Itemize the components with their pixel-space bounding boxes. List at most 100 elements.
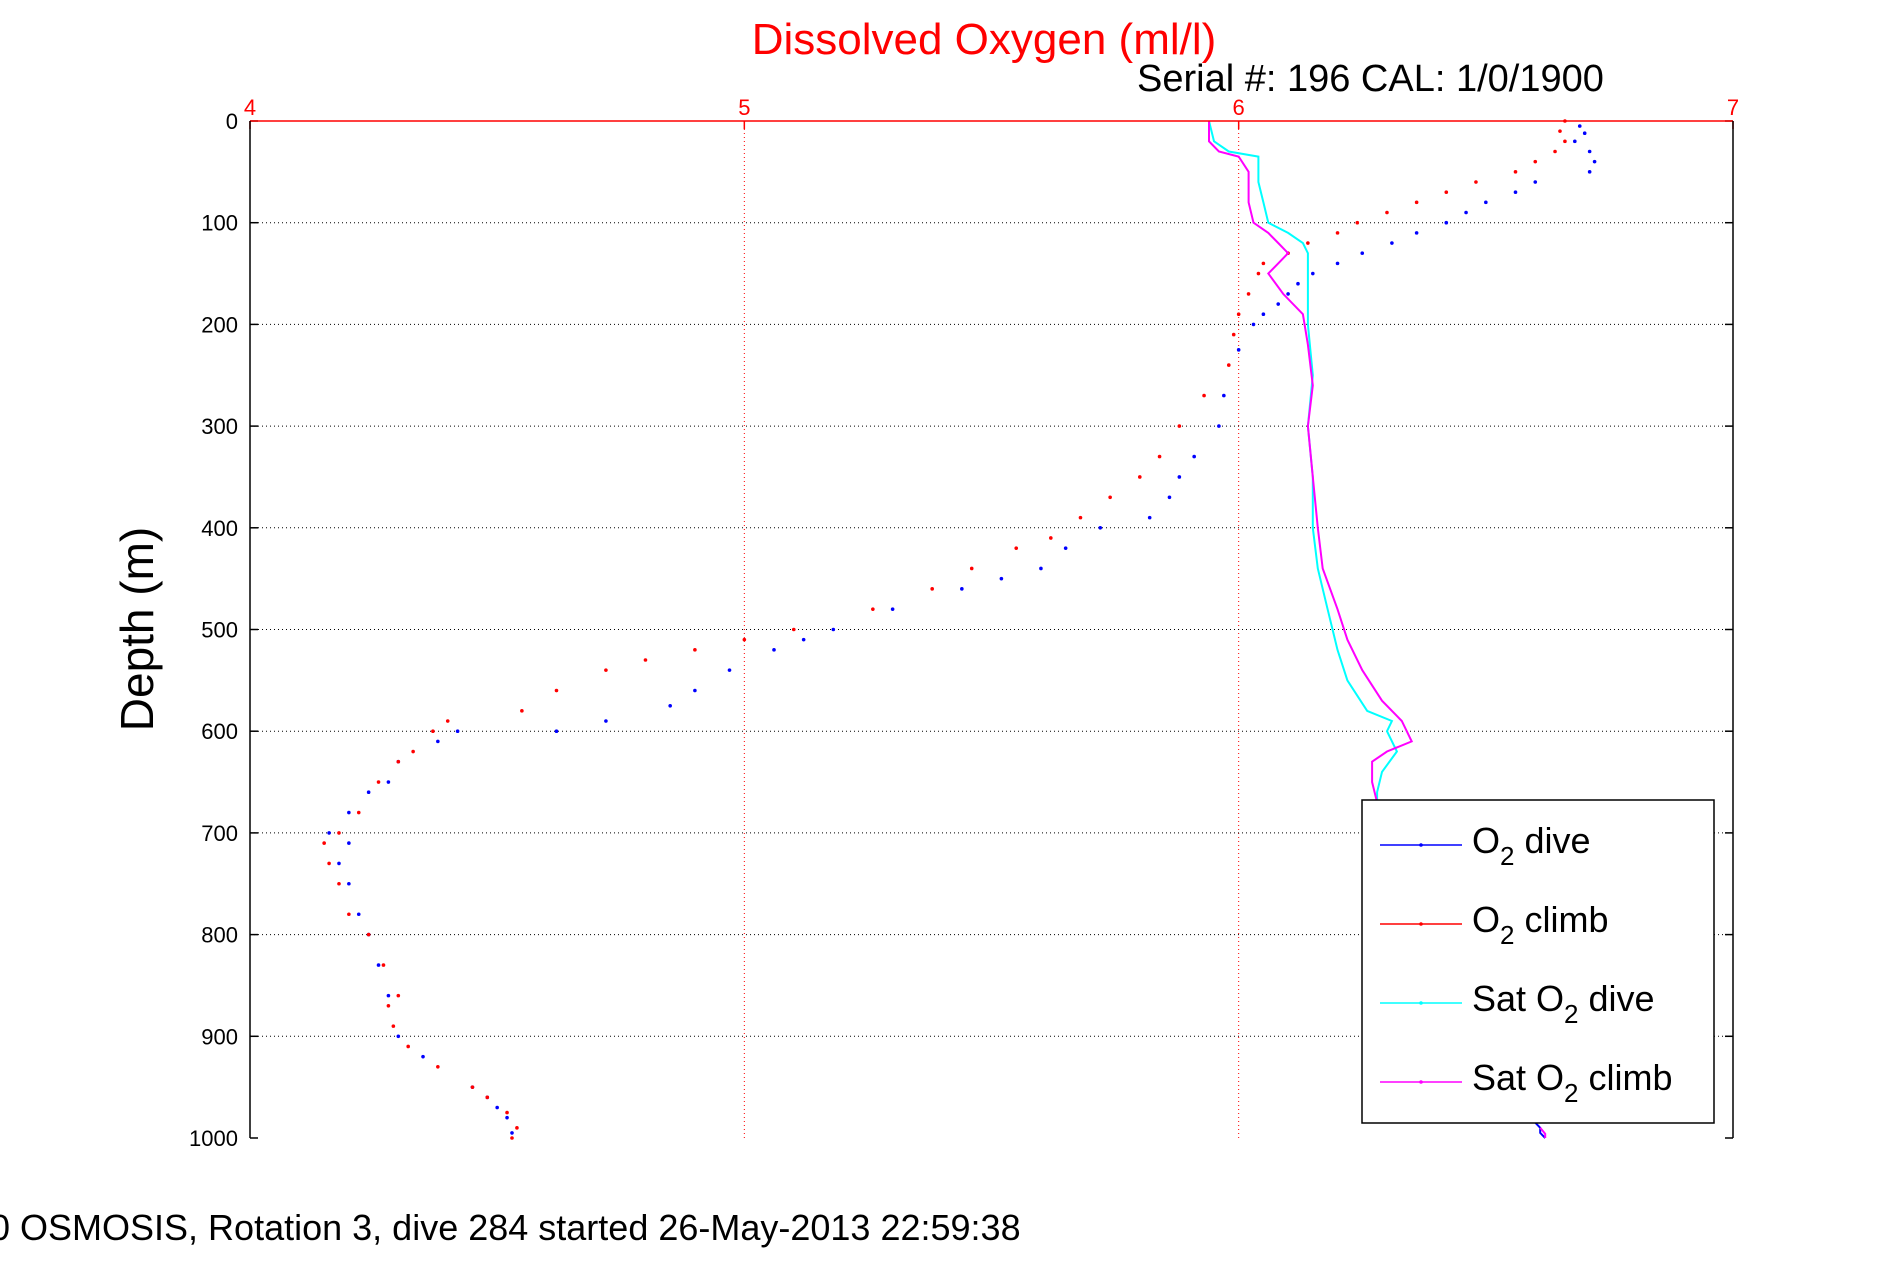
data-point	[1513, 190, 1518, 194]
data-point	[1414, 231, 1419, 235]
data-point	[327, 831, 331, 835]
data-point	[1246, 292, 1251, 296]
y-tick-label: 100	[201, 211, 238, 236]
data-point	[356, 810, 361, 815]
grid-lines	[250, 121, 1733, 1138]
data-point	[1573, 139, 1577, 144]
y-tick-label: 0	[226, 109, 238, 134]
data-point	[1147, 515, 1152, 520]
data-point	[366, 932, 371, 937]
y-axis-label: Depth (m)	[111, 527, 163, 731]
data-point	[391, 1024, 396, 1028]
x-tick-label: 7	[1727, 95, 1739, 120]
data-point	[772, 648, 776, 652]
data-point	[386, 1003, 391, 1008]
data-point	[727, 668, 732, 672]
data-point	[470, 1085, 475, 1089]
y-tick-label: 700	[201, 821, 238, 846]
data-point	[396, 993, 401, 998]
data-point	[1390, 241, 1394, 245]
data-point	[406, 1044, 410, 1049]
data-point	[337, 831, 341, 835]
data-point	[801, 637, 806, 642]
data-point	[554, 688, 559, 693]
data-point	[1474, 180, 1478, 184]
data-point	[1192, 454, 1196, 459]
data-point	[1014, 546, 1019, 550]
data-point	[1251, 322, 1256, 327]
data-point	[1236, 348, 1241, 352]
data-point	[1587, 149, 1592, 154]
data-point	[431, 729, 435, 733]
data-point	[347, 810, 351, 815]
data-point	[930, 587, 934, 591]
data-point	[1138, 475, 1142, 479]
data-point	[742, 637, 747, 642]
data-point	[520, 709, 524, 713]
data-point	[693, 688, 697, 693]
data-point	[396, 759, 401, 764]
data-point	[1306, 241, 1310, 245]
data-point	[1558, 129, 1562, 133]
data-point	[327, 861, 331, 866]
data-point	[1355, 220, 1360, 225]
series-bottom-segment-2-line	[1539, 1127, 1547, 1138]
data-point	[668, 703, 672, 708]
data-point	[554, 729, 559, 733]
y-tick-label: 1000	[189, 1126, 238, 1151]
data-point	[421, 1054, 425, 1059]
data-point	[445, 719, 450, 723]
data-point	[1533, 159, 1538, 164]
data-point	[386, 780, 391, 784]
data-point	[1261, 312, 1266, 317]
data-point	[1286, 292, 1290, 296]
data-point	[1167, 495, 1172, 500]
legend-label: O2 dive	[1472, 820, 1591, 871]
y-tick-label: 300	[201, 414, 238, 439]
data-point	[1276, 302, 1281, 306]
legend-label: Sat O2 climb	[1472, 1057, 1673, 1108]
data-point	[347, 881, 351, 886]
data-point	[1222, 393, 1226, 398]
data-point	[376, 963, 381, 967]
x-tick-label: 6	[1233, 95, 1245, 120]
data-point	[604, 668, 608, 672]
y-tick-label: 500	[201, 618, 238, 643]
data-point	[1296, 281, 1300, 286]
data-point	[1444, 220, 1449, 225]
data-point	[1592, 159, 1597, 164]
data-point	[1414, 200, 1419, 205]
legend-label: O2 climb	[1472, 899, 1609, 950]
data-point	[1553, 149, 1557, 154]
data-point	[999, 576, 1004, 581]
data-point	[510, 1136, 514, 1140]
figure-caption: 0 OSMOSIS, Rotation 3, dive 284 started …	[0, 1207, 1021, 1248]
data-point	[831, 627, 836, 632]
y-tick-label: 600	[201, 719, 238, 744]
data-point	[1098, 526, 1103, 530]
data-point	[1261, 261, 1266, 266]
data-point	[347, 912, 351, 917]
data-point	[322, 841, 326, 845]
plot-area	[322, 119, 1597, 1140]
data-point	[1236, 312, 1241, 317]
x-tick-label: 5	[738, 95, 750, 120]
data-point	[693, 648, 697, 652]
legend-marker	[1419, 843, 1423, 847]
chart-subtitle: Serial #: 196 CAL: 1/0/1900	[1137, 58, 1604, 100]
data-point	[890, 607, 895, 611]
data-point	[1577, 124, 1582, 128]
data-point	[505, 1115, 509, 1120]
data-point	[455, 729, 460, 733]
data-point	[505, 1110, 509, 1115]
data-point	[1202, 393, 1206, 398]
y-tick-label: 400	[201, 516, 238, 541]
data-point	[1360, 251, 1365, 256]
data-point	[1063, 546, 1068, 550]
series-bottom-segment-line	[1534, 1122, 1546, 1139]
data-point	[337, 881, 341, 886]
data-point	[1078, 515, 1083, 520]
data-point	[643, 658, 648, 662]
data-point	[376, 780, 381, 784]
y-tick-label: 900	[201, 1024, 238, 1049]
